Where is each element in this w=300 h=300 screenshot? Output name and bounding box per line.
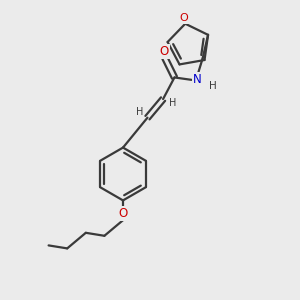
Text: O: O — [160, 45, 169, 58]
Text: H: H — [169, 98, 176, 108]
Text: H: H — [136, 107, 143, 117]
Text: O: O — [118, 207, 127, 220]
Text: H: H — [209, 82, 216, 92]
Text: N: N — [193, 74, 202, 86]
Text: O: O — [179, 13, 188, 23]
